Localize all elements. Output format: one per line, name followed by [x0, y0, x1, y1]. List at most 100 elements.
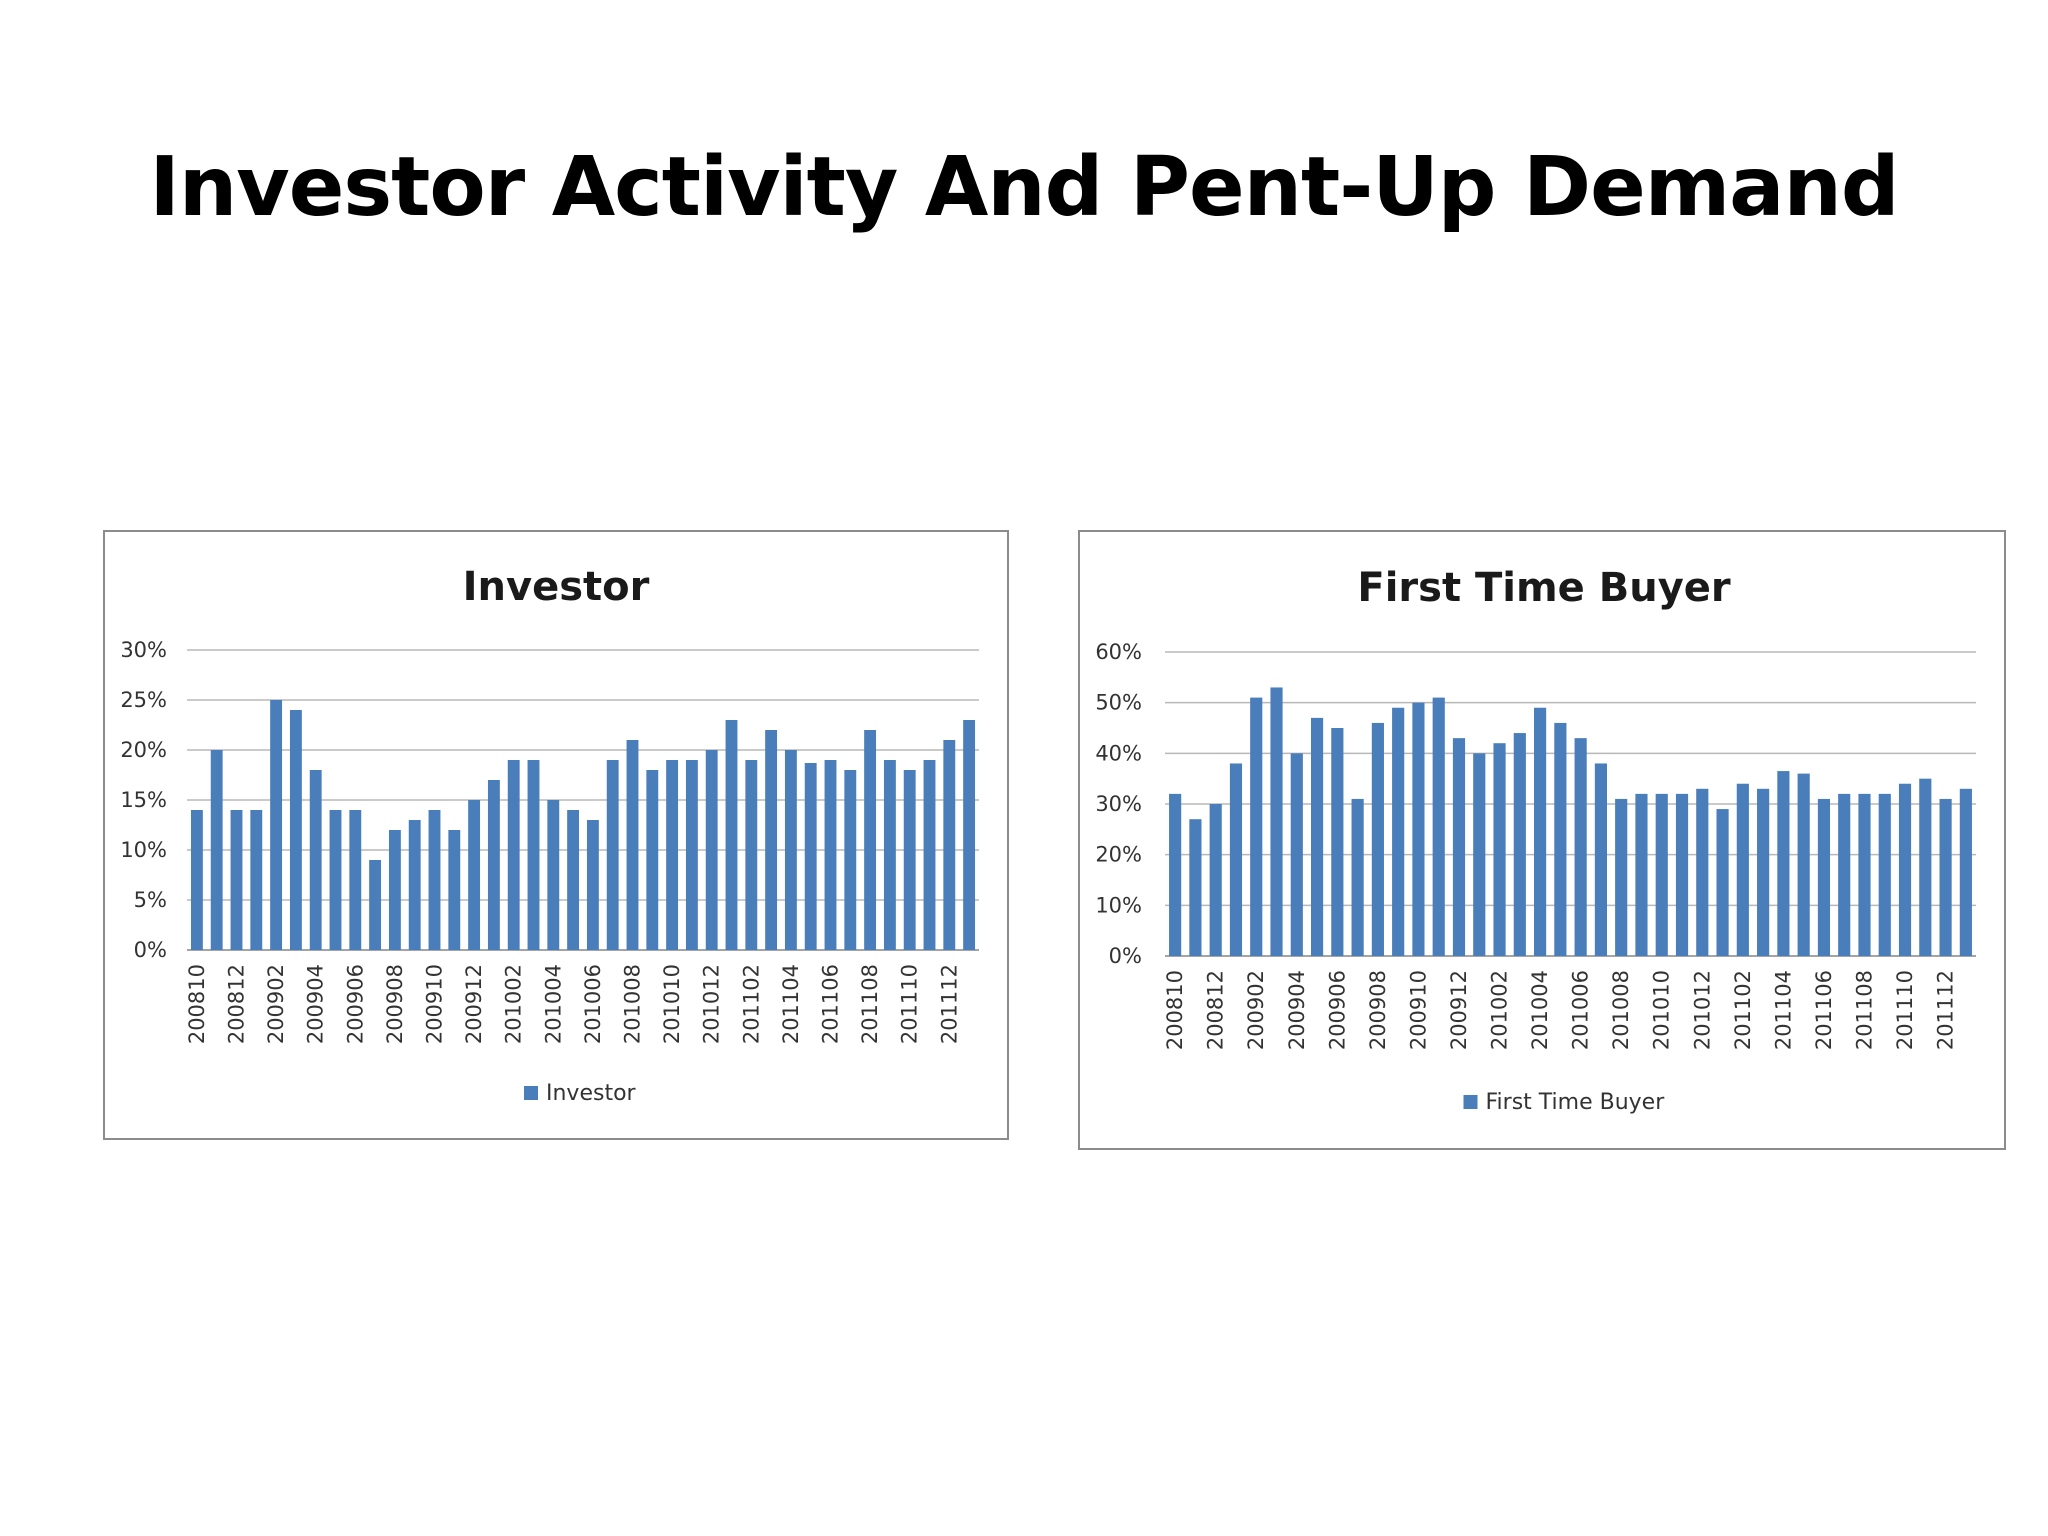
- bar-201006: [1574, 738, 1587, 956]
- bar-200909: [408, 820, 421, 950]
- bar-200905: [329, 810, 342, 950]
- x-tick-label: 201106: [819, 964, 843, 1044]
- legend-label: First Time Buyer: [1486, 1090, 1666, 1115]
- bar-201112: [943, 740, 956, 950]
- x-tick-label: 200812: [1204, 970, 1228, 1050]
- x-tick-label: 200902: [1244, 970, 1268, 1050]
- x-tick-label: 201004: [1528, 970, 1552, 1050]
- y-tick-label: 20%: [1095, 843, 1142, 867]
- bar-201110: [903, 770, 916, 950]
- x-tick-label: 201006: [581, 964, 605, 1044]
- x-tick-label: 201104: [1771, 970, 1795, 1050]
- x-tick-label: 201004: [541, 964, 565, 1044]
- bar-201104: [1777, 771, 1790, 956]
- bar-201111: [923, 760, 936, 950]
- x-tick-label: 201102: [1731, 970, 1755, 1050]
- bar-200901: [250, 810, 263, 950]
- bar-200904: [309, 770, 322, 950]
- bar-200905: [1310, 717, 1324, 956]
- bar-201111: [1919, 778, 1932, 956]
- x-tick-label: 201010: [1650, 970, 1674, 1050]
- x-tick-label: 201106: [1812, 970, 1836, 1050]
- bar-200902: [1250, 697, 1263, 956]
- bar-200907: [1351, 798, 1364, 956]
- bar-200903: [1270, 687, 1283, 956]
- x-tick-label: 201006: [1569, 970, 1593, 1050]
- investor-chart-svg: Investor 0% 5% 10% 15% 20% 25% 30% 200810 200812 2…: [120, 564, 979, 1106]
- bar-200906: [1331, 728, 1344, 956]
- x-tick-label: 200910: [1406, 970, 1430, 1050]
- chart-title: First Time Buyer: [1357, 565, 1731, 611]
- bar-201011: [685, 760, 698, 950]
- y-tick-label: 5%: [134, 888, 167, 912]
- bar-201106: [1817, 798, 1831, 956]
- bar-201201: [1959, 788, 1972, 956]
- bar-200911: [448, 830, 461, 950]
- x-tick-label: 200912: [462, 964, 486, 1044]
- bar-201001: [487, 780, 500, 950]
- x-tick-label: 201110: [1893, 970, 1917, 1050]
- y-tick-label: 50%: [1095, 691, 1142, 715]
- bar-200906: [349, 810, 362, 950]
- y-tick-label: 0%: [1109, 944, 1142, 968]
- bar-201005: [567, 810, 580, 950]
- bar-201003: [1513, 733, 1526, 956]
- x-tick-label: 200906: [343, 964, 367, 1044]
- x-tick-label: 201112: [937, 964, 961, 1044]
- bar-201110: [1898, 783, 1912, 956]
- bar-201106: [824, 760, 837, 950]
- bar-201107: [844, 770, 857, 950]
- bar-200908: [1371, 722, 1384, 956]
- bar-201102: [745, 760, 758, 950]
- y-tick-label: 20%: [120, 738, 167, 762]
- bar-201101: [1716, 809, 1729, 956]
- slide-title: Investor Activity And Pent-Up Demand: [149, 140, 1899, 235]
- x-tick-label: 201012: [700, 964, 724, 1044]
- x-tick-label: 200902: [264, 964, 288, 1044]
- y-tick-label: 25%: [120, 688, 167, 712]
- bar-201201: [963, 720, 976, 950]
- bar-201101: [725, 720, 738, 950]
- x-tick-label: 201002: [1488, 970, 1512, 1050]
- x-tick-label: 201010: [660, 964, 684, 1044]
- x-tick-label: 200904: [304, 964, 328, 1044]
- x-tick-label: 200810: [1163, 970, 1187, 1050]
- bar-200811: [1189, 819, 1202, 956]
- bar-200909: [1392, 707, 1405, 956]
- bar-200912: [1452, 738, 1466, 956]
- bar-201004: [547, 800, 560, 950]
- bar-200811: [210, 750, 223, 950]
- x-tick-label: 201008: [1609, 970, 1633, 1050]
- y-tick-label: 15%: [120, 788, 167, 812]
- y-tick-label: 0%: [134, 938, 167, 962]
- bar-201109: [883, 760, 896, 950]
- y-tick-label: 60%: [1095, 640, 1142, 664]
- bar-200908: [388, 830, 401, 950]
- x-tick-label: 201104: [779, 964, 803, 1044]
- bar-200903: [289, 710, 302, 950]
- bar-201006: [586, 820, 599, 950]
- bar-200812: [1209, 804, 1222, 956]
- bar-201001: [1473, 753, 1486, 956]
- bar-200812: [230, 810, 243, 950]
- bar-201104: [784, 750, 797, 950]
- bar-201108: [864, 730, 877, 950]
- y-tick-label: 10%: [1095, 893, 1142, 917]
- x-tick-label: 200906: [1325, 970, 1349, 1050]
- bar-200907: [369, 860, 382, 950]
- bar-201108: [1858, 793, 1871, 956]
- bar-201105: [1797, 773, 1810, 956]
- y-tick-label: 30%: [120, 638, 167, 662]
- bar-200901: [1229, 763, 1243, 956]
- bar-201007: [606, 760, 619, 950]
- bar-200810: [190, 810, 203, 950]
- x-tick-label: 200908: [383, 964, 407, 1044]
- x-tick-label: 200908: [1366, 970, 1390, 1050]
- bar-200910: [428, 810, 441, 950]
- x-tick-label: 200904: [1285, 970, 1309, 1050]
- bar-201002: [1493, 743, 1506, 956]
- bar-200810: [1169, 793, 1182, 956]
- bar-201008: [626, 740, 639, 950]
- bar-201002: [507, 760, 520, 950]
- x-tick-label: 201008: [621, 964, 645, 1044]
